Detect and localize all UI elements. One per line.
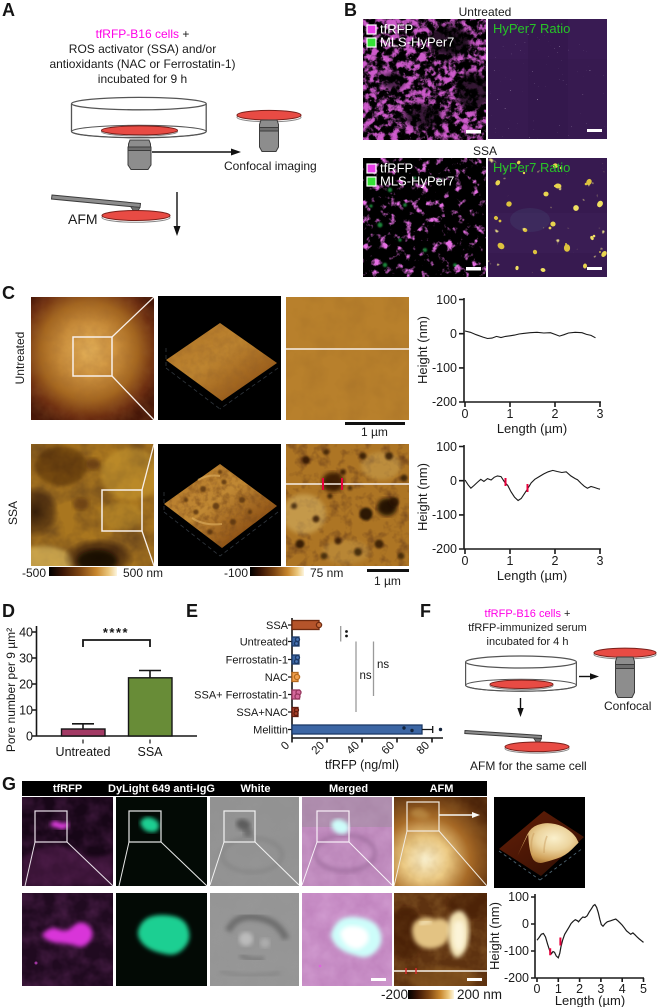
svg-text:****: ****	[103, 625, 129, 640]
svg-text:Pore number per 9 µm²: Pore number per 9 µm²	[4, 628, 18, 752]
svg-text:40: 40	[345, 740, 363, 758]
svg-text:1: 1	[507, 554, 514, 568]
svg-text:NAC: NAC	[265, 672, 288, 684]
svg-text:ns: ns	[360, 670, 372, 682]
svg-text:0: 0	[462, 554, 469, 568]
svg-text:2: 2	[552, 407, 559, 421]
svg-text:SSA: SSA	[137, 745, 163, 759]
svg-text:20: 20	[310, 740, 328, 758]
svg-text:Height (nm): Height (nm)	[415, 316, 430, 384]
svg-text:-200: -200	[432, 395, 457, 409]
svg-text:-100: -100	[504, 944, 529, 958]
svg-text:2: 2	[552, 554, 559, 568]
svg-text:0: 0	[279, 740, 292, 753]
svg-text:0: 0	[462, 407, 469, 421]
svg-text:tfRFP: tfRFP	[380, 22, 413, 37]
svg-text:30: 30	[19, 652, 33, 666]
svg-text:Length (µm): Length (µm)	[497, 421, 567, 436]
svg-text:Height (nm): Height (nm)	[488, 902, 502, 970]
svg-text:-100: -100	[432, 508, 457, 522]
svg-text:3: 3	[597, 982, 604, 996]
svg-text:3: 3	[597, 554, 604, 568]
svg-text:Ferrostatin-1: Ferrostatin-1	[226, 655, 288, 667]
svg-text:2: 2	[576, 982, 583, 996]
svg-text:0: 0	[26, 730, 33, 744]
svg-text:40: 40	[19, 626, 33, 640]
svg-text:-200: -200	[504, 971, 529, 985]
svg-text:0: 0	[450, 474, 457, 488]
svg-text:10: 10	[19, 704, 33, 718]
svg-text:MLS-HyPer7: MLS-HyPer7	[380, 174, 454, 189]
svg-text:Height (nm): Height (nm)	[415, 463, 430, 531]
svg-text:0: 0	[534, 982, 541, 996]
svg-text:5: 5	[640, 982, 647, 996]
svg-text:0: 0	[522, 917, 529, 931]
svg-text:tfRFP: tfRFP	[380, 161, 413, 176]
svg-text:SSA+ Ferrostatin-1: SSA+ Ferrostatin-1	[194, 690, 288, 702]
svg-text:MLS-HyPer7: MLS-HyPer7	[380, 35, 454, 50]
svg-text:SSA: SSA	[266, 620, 289, 632]
svg-text:-200: -200	[432, 542, 457, 556]
svg-text:100: 100	[508, 890, 529, 904]
svg-text:Melittin: Melittin	[253, 725, 288, 737]
svg-text:100: 100	[436, 440, 457, 454]
svg-text:100: 100	[436, 293, 457, 307]
svg-text:1: 1	[555, 982, 562, 996]
svg-text:1: 1	[507, 407, 514, 421]
svg-text:SSA+NAC: SSA+NAC	[236, 707, 288, 719]
svg-text:20: 20	[19, 678, 33, 692]
svg-text:-100: -100	[432, 361, 457, 375]
svg-text:60: 60	[380, 740, 398, 758]
svg-text:ns: ns	[377, 659, 389, 671]
svg-text:4: 4	[619, 982, 626, 996]
svg-text:Length (µm): Length (µm)	[555, 993, 625, 1007]
svg-text:Untreated: Untreated	[240, 637, 288, 649]
svg-text:80: 80	[415, 740, 433, 758]
svg-text:Untreated: Untreated	[56, 745, 111, 759]
svg-text:3: 3	[597, 407, 604, 421]
svg-text:Length (µm): Length (µm)	[497, 568, 567, 583]
svg-text:HyPer7 Ratio: HyPer7 Ratio	[493, 21, 570, 36]
svg-text:HyPer7 Ratio: HyPer7 Ratio	[493, 160, 570, 175]
svg-text:0: 0	[450, 327, 457, 341]
svg-text:tfRFP (ng/ml): tfRFP (ng/ml)	[325, 758, 399, 772]
